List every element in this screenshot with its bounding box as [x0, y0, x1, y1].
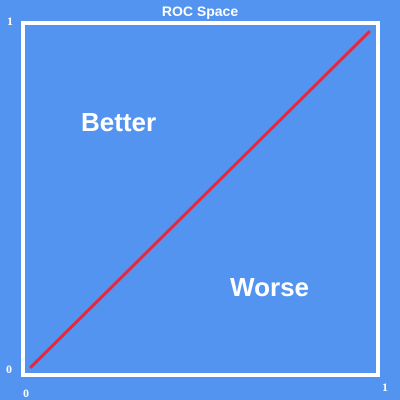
- random-classifier-diagonal: [29, 30, 371, 369]
- better-region-label: Better: [81, 107, 157, 137]
- x-axis-max-label: 1: [382, 380, 388, 394]
- worse-region-label: Worse: [230, 272, 309, 302]
- plot-frame: [21, 21, 380, 377]
- x-axis-min-label: 0: [23, 386, 29, 400]
- y-axis-max-label: 1: [7, 14, 13, 28]
- y-axis-min-label: 0: [6, 362, 12, 376]
- diagram-title: ROC Space: [161, 3, 239, 19]
